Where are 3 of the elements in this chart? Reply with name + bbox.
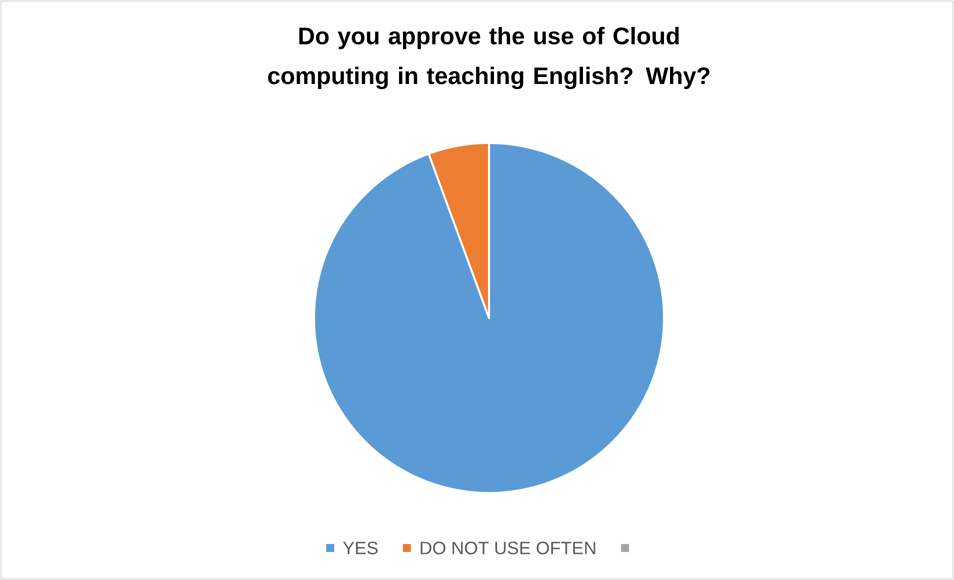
legend-label: YES: [342, 542, 378, 554]
chart-title: Do you approve the use of Cloud computing in teaching English? Why?: [268, 26, 710, 90]
legend-label: DO NOT USE OFTEN: [420, 542, 596, 554]
